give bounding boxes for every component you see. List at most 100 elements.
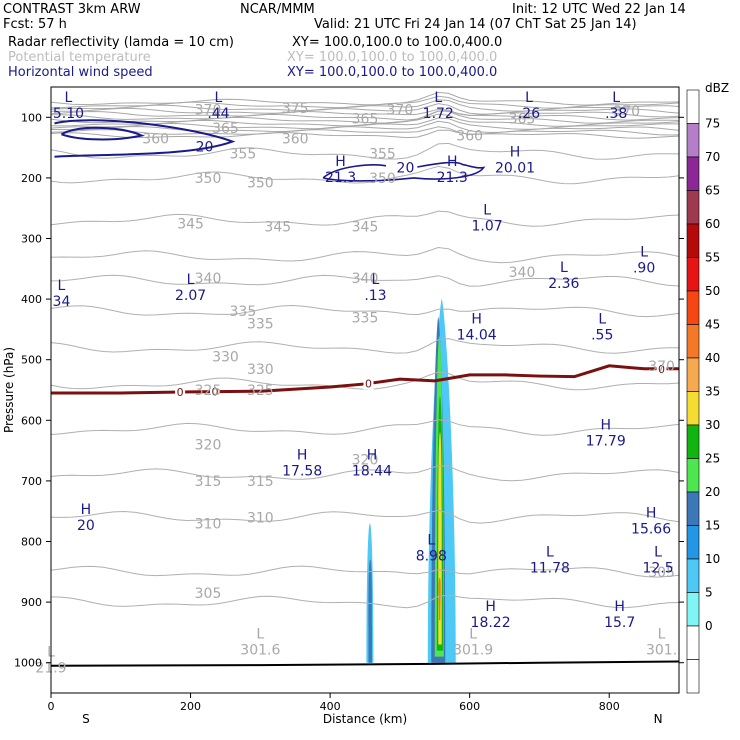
wind-contours [54, 119, 486, 182]
extremum-type-10: L [560, 260, 568, 276]
theta-label-1: 370 [195, 102, 222, 118]
theta-label-27: 325 [247, 383, 274, 399]
theta-label-26: 325 [195, 383, 222, 399]
theta-label-30: 315 [195, 474, 222, 490]
extremum-value-15: .55 [591, 327, 613, 343]
theta-contour-24 [50, 594, 680, 609]
y-tick-label-2: 300 [21, 233, 42, 246]
x-end-label-right: N [654, 712, 663, 726]
extremum-value-16: 17.79 [586, 433, 626, 449]
extremum-value-11: 34 [53, 294, 71, 310]
wind-contour-upper [322, 161, 486, 182]
colorbar-bin-45 [686, 324, 700, 359]
extremum-value-20: 15.66 [631, 521, 671, 537]
colorbar-bin-65 [686, 190, 700, 225]
valid-time: Valid: 21 UTC Fri 24 Jan 14 (07 ChT Sat … [314, 17, 637, 32]
colorbar-label-50: 50 [705, 284, 720, 298]
colorbar-bin-60 [686, 223, 700, 258]
y-axis-label: Pressure (hPa) [2, 347, 16, 433]
freezing-label-bg-3 [656, 362, 667, 375]
extremum-type-20: H [646, 505, 657, 521]
x-tick-label-4: 800 [599, 700, 620, 713]
extremum-type-5: H [335, 154, 346, 170]
theta-contour-3 [50, 103, 680, 115]
theta-label-21: 335 [230, 304, 257, 320]
theta-label-0: 375 [282, 101, 309, 117]
extremum-type-26: L [256, 626, 264, 642]
theta-label-24: 330 [212, 350, 239, 366]
theta-label-5: 365 [352, 112, 379, 128]
theta-label-8: 360 [282, 132, 309, 148]
extremum-value-2: 1.72 [423, 106, 454, 122]
colorbar-label-10: 10 [705, 552, 720, 566]
extremum-type-4: L [612, 90, 620, 106]
freezing-label-0: 0 [177, 386, 184, 399]
theta-contour-10 [50, 126, 680, 136]
init-time: Init: 12 UTC Wed 22 Jan 14 [512, 2, 686, 17]
extremum-type-0: L [65, 90, 73, 106]
field-reflectivity-xy: XY= 100.0,100.0 to 100.0,400.0 [292, 35, 503, 50]
extremum-value-18: 18.44 [352, 464, 392, 480]
extremum-value-13: .13 [364, 288, 386, 304]
extremum-type-17: H [297, 448, 308, 464]
colorbar-unit: dBZ [705, 81, 729, 95]
y-tick-label-9: 1000 [14, 657, 42, 670]
theta-contour-4 [50, 108, 680, 118]
colorbar-label-55: 55 [705, 251, 720, 265]
theta-contour-16 [50, 274, 680, 287]
theta-label-10: 355 [230, 147, 257, 163]
theta-contour-12 [50, 142, 680, 160]
extremum-type-2: L [434, 90, 442, 106]
field-theta-label: Potential temperature [8, 50, 151, 65]
theta-label-4: 365 [212, 121, 239, 137]
colorbar-bin-75 [686, 123, 700, 158]
y-tick-label-0: 100 [21, 111, 42, 124]
theta-contour-2 [50, 99, 680, 112]
extremum-type-18: H [367, 448, 378, 464]
wind-label-1: 20 [397, 161, 415, 177]
extremum-value-17: 17.58 [282, 464, 322, 480]
theta-label-33: 310 [247, 510, 274, 526]
theta-label-11: 355 [369, 147, 396, 163]
contour-labels: 375 370 370 370 365 365 365 360 360 360 355 355 350 3… [35, 90, 677, 676]
y-tick-label-7: 800 [21, 536, 42, 549]
colorbar-label-60: 60 [705, 217, 720, 231]
surface-line [50, 660, 680, 667]
theta-label-14: 350 [369, 171, 396, 187]
colorbar-label-20: 20 [705, 485, 720, 499]
theta-label-13: 350 [247, 176, 274, 192]
colorbar-bin-5 [686, 592, 700, 627]
colorbar-label-45: 45 [705, 318, 720, 332]
colorbar-label-0: 0 [705, 619, 713, 633]
theta-contour-0 [50, 91, 680, 106]
extremum-value-28: 301. [646, 642, 677, 658]
theta-label-16: 345 [264, 219, 291, 235]
extremum-value-21: 8.98 [416, 549, 447, 565]
extremum-value-14: 14.04 [457, 327, 497, 343]
theta-label-15: 345 [177, 216, 204, 232]
colorbar-label-25: 25 [705, 452, 720, 466]
theta-label-20: 340 [509, 265, 536, 281]
theta-contours [50, 91, 680, 609]
extremum-value-1: .44 [207, 106, 229, 122]
model-title: CONTRAST 3km ARW [3, 2, 141, 17]
theta-contour-6 [50, 110, 680, 124]
colorbar-label-40: 40 [705, 351, 720, 365]
colorbar-bin-top [686, 89, 700, 124]
extremum-type-12: L [187, 272, 195, 288]
freezing-label-bg-0 [175, 385, 186, 398]
extremum-type-16: H [600, 417, 611, 433]
colorbar-label-5: 5 [705, 586, 713, 600]
freezing-label-2: 0 [365, 377, 372, 390]
theta-label-28: 320 [195, 438, 222, 454]
theta-label-6: 365 [509, 112, 536, 128]
theta-label-34: 305 [195, 586, 222, 602]
x-tick-label-1: 200 [180, 700, 201, 713]
colorbar-label-30: 30 [705, 418, 720, 432]
theta-contour-15 [50, 246, 680, 264]
colorbar-bin-0 [686, 625, 700, 660]
theta-label-31: 315 [247, 474, 274, 490]
wind-label-0: 20 [196, 139, 214, 155]
